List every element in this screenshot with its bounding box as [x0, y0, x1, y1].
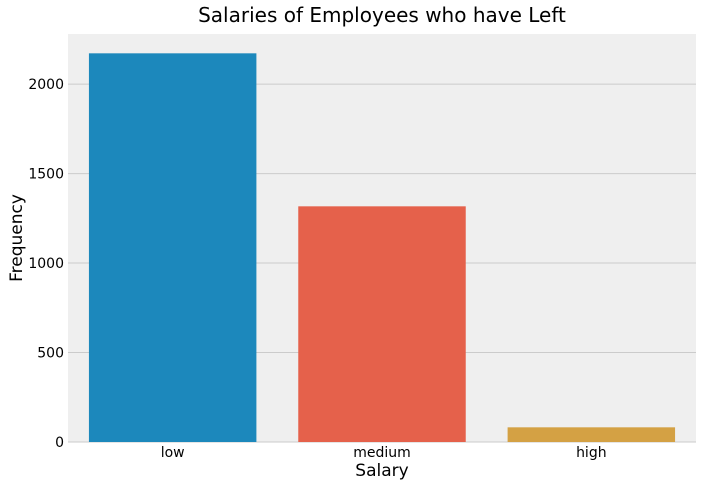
y-axis-label: Frequency: [7, 194, 27, 282]
y-tick-label: 500: [37, 346, 64, 362]
bar-low: [88, 53, 257, 442]
y-axis-ticks: 0 500 1000 1500 2000: [28, 77, 64, 451]
y-tick-label: 0: [55, 435, 64, 451]
x-tick-label: medium: [353, 445, 411, 461]
bar-high: [507, 427, 676, 442]
bars: [88, 53, 676, 442]
x-tick-label: high: [576, 445, 607, 461]
y-tick-label: 1500: [28, 167, 64, 183]
x-axis-ticks: low medium high: [161, 445, 607, 461]
x-tick-label: low: [161, 445, 185, 461]
y-tick-label: 1000: [28, 256, 64, 272]
bar-medium: [298, 206, 466, 442]
chart-title: Salaries of Employees who have Left: [198, 3, 566, 27]
x-axis-label: Salary: [355, 461, 408, 481]
y-tick-label: 2000: [28, 77, 64, 93]
